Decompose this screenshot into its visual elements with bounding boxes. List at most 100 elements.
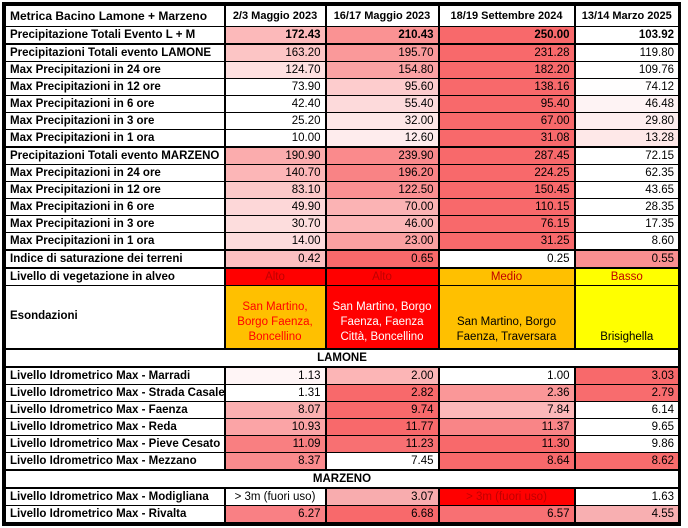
- value-cell-prec-totali-evento-lm-event2: 210.43: [324, 26, 439, 45]
- value-cell-max-prec-12h-lamone-event2: 95.60: [324, 78, 439, 96]
- metric-label-idro-max-pieve-cesato: Livello Idrometrico Max - Pieve Cesato: [5, 435, 225, 453]
- row-prec-totali-marzeno: Precipitazioni Totali evento MARZENO 190.…: [5, 146, 679, 165]
- row-section-lamone: LAMONE: [5, 348, 679, 368]
- value-cell-max-prec-3h-marzeno-event2: 46.00: [324, 215, 439, 233]
- value-cell-idro-max-marradi-event4: 3.03: [573, 366, 679, 385]
- metric-label-max-prec-12h-lamone: Max Precipitazioni in 12 ore: [5, 78, 225, 96]
- event-column-header-3: 18/19 Settembre 2024: [437, 5, 575, 27]
- value-cell-idro-max-modigliana-event3: > 3m (fuori uso): [437, 487, 575, 506]
- value-cell-max-prec-24h-marzeno-event4: 62.35: [573, 164, 679, 182]
- value-cell-max-prec-24h-lamone-event4: 109.76: [573, 61, 679, 79]
- value-cell-max-prec-1h-lamone-event2: 12.60: [324, 129, 439, 148]
- value-cell-max-prec-6h-marzeno-event2: 70.00: [324, 198, 439, 216]
- value-cell-max-prec-24h-marzeno-event1: 140.70: [223, 164, 326, 182]
- metric-label-idro-max-rivalta: Livello Idrometrico Max - Rivalta: [5, 505, 225, 523]
- value-cell-livello-vegetazione-event2: Alto: [324, 267, 439, 286]
- row-max-prec-12h-lamone: Max Precipitazioni in 12 ore 73.90 95.60 13…: [5, 78, 679, 96]
- value-cell-max-prec-12h-marzeno-event2: 122.50: [324, 181, 439, 199]
- value-cell-max-prec-24h-marzeno-event3: 224.25: [437, 164, 575, 182]
- metric-label-idro-max-faenza: Livello Idrometrico Max - Faenza: [5, 401, 225, 419]
- value-cell-esondazioni-event3: San Martino, Borgo Faenza, Traversara: [437, 285, 575, 350]
- metric-label-prec-totali-evento-lm: Precipitazione Totali Evento L + M: [5, 26, 225, 45]
- value-cell-max-prec-1h-lamone-event4: 13.28: [573, 129, 679, 148]
- metric-label-prec-totali-lamone: Precipitazioni Totali evento LAMONE: [5, 43, 225, 62]
- value-cell-max-prec-6h-lamone-event4: 46.48: [573, 95, 679, 113]
- value-cell-max-prec-3h-marzeno-event4: 17.35: [573, 215, 679, 233]
- value-cell-livello-vegetazione-event4: Basso: [573, 267, 679, 286]
- value-cell-idro-max-reda-event1: 10.93: [223, 418, 326, 436]
- value-cell-idro-max-marradi-event1: 1.13: [223, 366, 326, 385]
- value-cell-idro-max-strada-casale-event1: 1.31: [223, 384, 326, 402]
- row-idro-max-faenza: Livello Idrometrico Max - Faenza 8.07 9.74…: [5, 401, 679, 419]
- value-cell-idro-max-faenza-event4: 6.14: [573, 401, 679, 419]
- value-cell-idro-max-marradi-event3: 1.00: [437, 366, 575, 385]
- value-cell-prec-totali-evento-lm-event1: 172.43: [223, 26, 326, 45]
- value-cell-idro-max-pieve-cesato-event4: 9.86: [573, 435, 679, 453]
- row-max-prec-24h-lamone: Max Precipitazioni in 24 ore 124.70 154.80…: [5, 61, 679, 79]
- value-cell-max-prec-6h-marzeno-event4: 28.35: [573, 198, 679, 216]
- value-cell-max-prec-1h-lamone-event3: 31.08: [437, 129, 575, 148]
- value-cell-max-prec-6h-marzeno-event1: 49.90: [223, 198, 326, 216]
- value-cell-idro-max-rivalta-event3: 6.57: [437, 505, 575, 523]
- value-cell-idro-max-mezzano-event3: 8.64: [437, 452, 575, 471]
- value-cell-idro-max-strada-casale-event4: 2.79: [573, 384, 679, 402]
- value-cell-max-prec-12h-lamone-event1: 73.90: [223, 78, 326, 96]
- value-cell-idro-max-modigliana-event1: > 3m (fuori uso): [223, 487, 326, 506]
- row-max-prec-12h-marzeno: Max Precipitazioni in 12 ore 83.10 122.50 1…: [5, 181, 679, 199]
- row-idro-max-strada-casale: Livello Idrometrico Max - Strada Casale 1…: [5, 384, 679, 402]
- value-cell-max-prec-3h-lamone-event1: 25.20: [223, 112, 326, 130]
- row-esondazioni: Esondazioni San Martino, Borgo Faenza, Bo…: [5, 285, 679, 350]
- value-cell-idro-max-faenza-event1: 8.07: [223, 401, 326, 419]
- metric-label-max-prec-12h-marzeno: Max Precipitazioni in 12 ore: [5, 181, 225, 199]
- value-cell-idro-max-faenza-event2: 9.74: [324, 401, 439, 419]
- row-idro-max-marradi: Livello Idrometrico Max - Marradi 1.13 2.0…: [5, 366, 679, 385]
- row-prec-totali-lamone: Precipitazioni Totali evento LAMONE 163.2…: [5, 43, 679, 62]
- value-cell-max-prec-24h-marzeno-event2: 196.20: [324, 164, 439, 182]
- metric-label-idro-max-reda: Livello Idrometrico Max - Reda: [5, 418, 225, 436]
- row-max-prec-1h-lamone: Max Precipitazioni in 1 ora 10.00 12.60 31.…: [5, 129, 679, 148]
- value-cell-max-prec-3h-lamone-event2: 32.00: [324, 112, 439, 130]
- row-max-prec-6h-marzeno: Max Precipitazioni in 6 ore 49.90 70.00 110…: [5, 198, 679, 216]
- value-cell-idro-max-mezzano-event1: 8.37: [223, 452, 326, 471]
- event-column-header-1: 2/3 Maggio 2023: [223, 5, 326, 27]
- section-header-marzeno: MARZENO: [5, 469, 679, 489]
- event-column-header-2: 16/17 Maggio 2023: [324, 5, 439, 27]
- value-cell-esondazioni-event1: San Martino, Borgo Faenza, Boncellino: [223, 285, 326, 350]
- metric-label-idro-max-strada-casale: Livello Idrometrico Max - Strada Casale: [5, 384, 225, 402]
- value-cell-max-prec-6h-lamone-event3: 95.40: [437, 95, 575, 113]
- value-cell-indice-saturazione-event2: 0.65: [324, 249, 439, 269]
- row-max-prec-6h-lamone: Max Precipitazioni in 6 ore 42.40 55.40 95.…: [5, 95, 679, 113]
- value-cell-indice-saturazione-event3: 0.25: [437, 249, 575, 269]
- value-cell-prec-totali-evento-lm-event4: 103.92: [573, 26, 679, 45]
- row-max-prec-1h-marzeno: Max Precipitazioni in 1 ora 14.00 23.00 31.…: [5, 232, 679, 251]
- value-cell-idro-max-faenza-event3: 7.84: [437, 401, 575, 419]
- value-cell-prec-totali-marzeno-event4: 72.15: [573, 146, 679, 165]
- value-cell-idro-max-mezzano-event4: 8.62: [573, 452, 679, 471]
- row-max-prec-3h-marzeno: Max Precipitazioni in 3 ore 30.70 46.00 76.…: [5, 215, 679, 233]
- metric-column-header: Metrica Bacino Lamone + Marzeno: [5, 5, 225, 27]
- metric-label-idro-max-modigliana: Livello Idrometrico Max - Modigliana: [5, 487, 225, 506]
- metric-label-max-prec-6h-marzeno: Max Precipitazioni in 6 ore: [5, 198, 225, 216]
- value-cell-esondazioni-event2: San Martino, Borgo Faenza, Faenza Città,…: [324, 285, 439, 350]
- value-cell-prec-totali-lamone-event2: 195.70: [324, 43, 439, 62]
- value-cell-livello-vegetazione-event1: Alto: [223, 267, 326, 286]
- value-cell-max-prec-24h-lamone-event2: 154.80: [324, 61, 439, 79]
- value-cell-max-prec-1h-marzeno-event2: 23.00: [324, 232, 439, 251]
- value-cell-max-prec-6h-lamone-event2: 55.40: [324, 95, 439, 113]
- value-cell-idro-max-rivalta-event4: 4.55: [573, 505, 679, 523]
- metric-label-max-prec-24h-marzeno: Max Precipitazioni in 24 ore: [5, 164, 225, 182]
- value-cell-max-prec-3h-lamone-event4: 29.80: [573, 112, 679, 130]
- value-cell-idro-max-strada-casale-event3: 2.36: [437, 384, 575, 402]
- metric-label-max-prec-24h-lamone: Max Precipitazioni in 24 ore: [5, 61, 225, 79]
- value-cell-prec-totali-lamone-event4: 119.80: [573, 43, 679, 62]
- value-cell-idro-max-reda-event3: 11.37: [437, 418, 575, 436]
- metric-label-max-prec-3h-marzeno: Max Precipitazioni in 3 ore: [5, 215, 225, 233]
- row-max-prec-24h-marzeno: Max Precipitazioni in 24 ore 140.70 196.20…: [5, 164, 679, 182]
- value-cell-idro-max-pieve-cesato-event3: 11.30: [437, 435, 575, 453]
- row-prec-totali-evento-lm: Precipitazione Totali Evento L + M 172.43…: [5, 26, 679, 45]
- value-cell-indice-saturazione-event1: 0.42: [223, 249, 326, 269]
- value-cell-livello-vegetazione-event3: Medio: [437, 267, 575, 286]
- value-cell-prec-totali-evento-lm-event3: 250.00: [437, 26, 575, 45]
- value-cell-idro-max-pieve-cesato-event1: 11.09: [223, 435, 326, 453]
- metric-label-max-prec-3h-lamone: Max Precipitazioni in 3 ore: [5, 112, 225, 130]
